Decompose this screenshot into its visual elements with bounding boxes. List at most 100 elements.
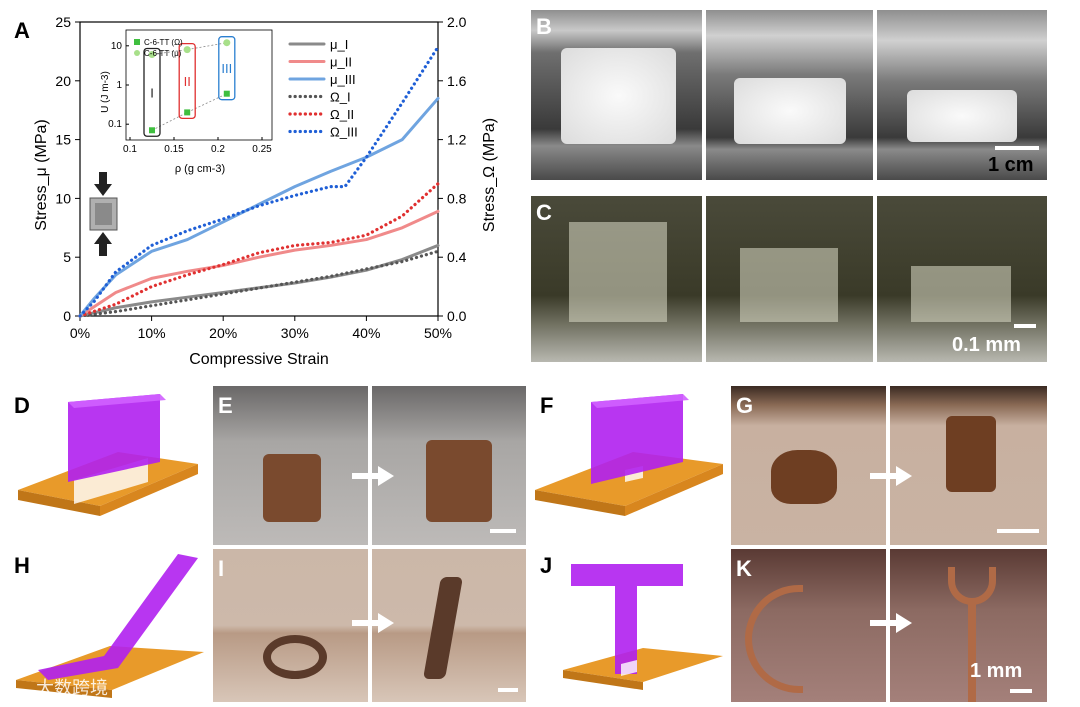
right-tick-label: 2.0 [447, 14, 467, 30]
panel-label-d: D [14, 393, 30, 418]
inset-y-tick-label: 1 [116, 80, 122, 91]
inset-y-tick-label: 10 [111, 41, 123, 52]
inset-group-label: II [184, 74, 191, 89]
panel-e-photo-2 [372, 386, 526, 545]
scale-bar-g [997, 529, 1039, 533]
panel-i-photo-1 [213, 549, 368, 702]
inset-legend-mu-swatch [134, 50, 140, 56]
x-tick-label: 30% [281, 325, 309, 341]
panel-k-photo-2 [890, 549, 1047, 702]
panel-h-render [16, 554, 204, 698]
legend-label: μ_II [330, 55, 352, 70]
series-line-Ω_III [78, 45, 440, 318]
legend-label: Ω_III [330, 125, 358, 140]
arrow-right-icon-g [870, 466, 912, 486]
series-line-μ_II [78, 209, 440, 318]
left-tick-label: 25 [55, 14, 71, 30]
inset-legend-omega-swatch [134, 39, 140, 45]
scale-bar-b [995, 146, 1039, 150]
scale-bar-b-label: 1 cm [988, 154, 1034, 176]
panel-label-k: K [736, 556, 752, 581]
panel-label-b: B [536, 14, 552, 39]
panel-d-render [18, 394, 198, 516]
legend-label: Ω_II [330, 107, 354, 122]
legend-label: μ_III [330, 72, 356, 87]
left-tick-label: 20 [55, 73, 71, 89]
panel-label-h: H [14, 553, 30, 578]
x-tick-label: 50% [424, 325, 452, 341]
series-line-μ_III [78, 96, 440, 318]
right-tick-label: 1.6 [447, 73, 467, 89]
panel-label-i: I [218, 556, 225, 581]
scale-bar-c-label: 0.1 mm [952, 334, 1021, 356]
series-line-Ω_II [78, 182, 440, 318]
panel-b-photo-2 [706, 10, 873, 180]
legend: μ_I μ_II μ_III Ω_I Ω_II Ω_III [288, 37, 358, 140]
panel-k-photo-1 [731, 549, 886, 702]
left-axis-ticks: 0 5 10 15 20 25 [55, 14, 80, 324]
scale-bar-k [1010, 689, 1032, 693]
panel-label-g: G [736, 393, 754, 418]
x-axis-label: Compressive Strain [189, 351, 329, 368]
right-tick-label: 1.2 [447, 132, 467, 148]
inset-x-label: ρ (g cm-3) [175, 163, 225, 175]
panel-c-photo-2 [706, 196, 873, 362]
inset-mu-marker [148, 50, 156, 58]
left-axis-label: Stress_μ (MPa) [33, 119, 50, 230]
panel-g-photo-1 [731, 386, 886, 545]
x-axis-ticks: 0% 10% 20% 30% 40% 50% [70, 316, 452, 341]
panel-label-a: A [14, 18, 30, 43]
panel-e-photo-1 [213, 386, 368, 545]
inset-group-box [218, 36, 236, 101]
arrow-right-icon-e [352, 466, 394, 486]
inset-group-label: III [221, 61, 232, 76]
series-group [78, 45, 440, 318]
inset-omega-marker [223, 90, 230, 97]
inset-y-tick-label: 0.1 [108, 119, 122, 130]
right-axis-ticks: 0.0 0.4 0.8 1.2 1.6 2.0 [438, 14, 467, 324]
panel-label-e: E [218, 393, 233, 418]
inset-omega-trend [151, 93, 227, 131]
left-tick-label: 5 [63, 249, 71, 265]
right-tick-label: 0.0 [447, 308, 467, 324]
plot-frame [79, 21, 439, 317]
left-tick-label: 0 [63, 308, 71, 324]
inset-x-tick-label: 0.15 [164, 144, 184, 155]
inset-mu-marker [223, 39, 231, 47]
panel-f-render [535, 394, 723, 516]
inset-group-box [143, 47, 161, 137]
inset-x-tick-label: 0.25 [252, 144, 272, 155]
arrow-right-icon-i [352, 613, 394, 633]
panel-label-c: C [536, 200, 552, 225]
watermark: 大数跨境 [36, 678, 108, 699]
inset-y-label: U (J m-3) [100, 71, 111, 113]
right-tick-label: 0.4 [447, 249, 467, 265]
x-tick-label: 40% [352, 325, 380, 341]
legend-label: μ_I [330, 37, 348, 52]
panel-label-f: F [540, 393, 554, 418]
inset-legend-mu-label: C-6-TT (μ) [144, 49, 182, 58]
scale-bar-e [490, 529, 516, 533]
compression-cube-icon [89, 172, 118, 256]
series-line-Ω_I [78, 249, 440, 318]
inset-omega-marker [149, 127, 155, 134]
scale-bar-k-label: 1 mm [970, 660, 1023, 682]
inset-group-box [178, 42, 196, 120]
panel-j-render [563, 564, 723, 690]
stress-strain-chart: 0% 10% 20% 30% 40% 50% 0 5 10 15 20 25 0.0 0.4 0.8 1.… [33, 14, 498, 368]
x-tick-label: 0% [70, 325, 90, 341]
inset-x-tick-label: 0.1 [123, 144, 137, 155]
left-tick-label: 15 [55, 132, 71, 148]
right-tick-label: 0.8 [447, 190, 467, 206]
arrow-right-icon-k [870, 613, 912, 633]
panel-b-photo-3 [877, 10, 1047, 180]
right-axis-label: Stress_Ω (MPa) [481, 118, 498, 232]
inset-legend-omega-label: C-6-TT (Ω) [144, 38, 183, 47]
inset-group-label: I [150, 85, 154, 100]
panel-c-photo-1 [531, 196, 702, 362]
panel-label-j: J [540, 553, 553, 578]
inset-mu-marker [183, 46, 191, 54]
scale-bar-i [498, 688, 518, 692]
panel-g-photo-2 [890, 386, 1047, 545]
